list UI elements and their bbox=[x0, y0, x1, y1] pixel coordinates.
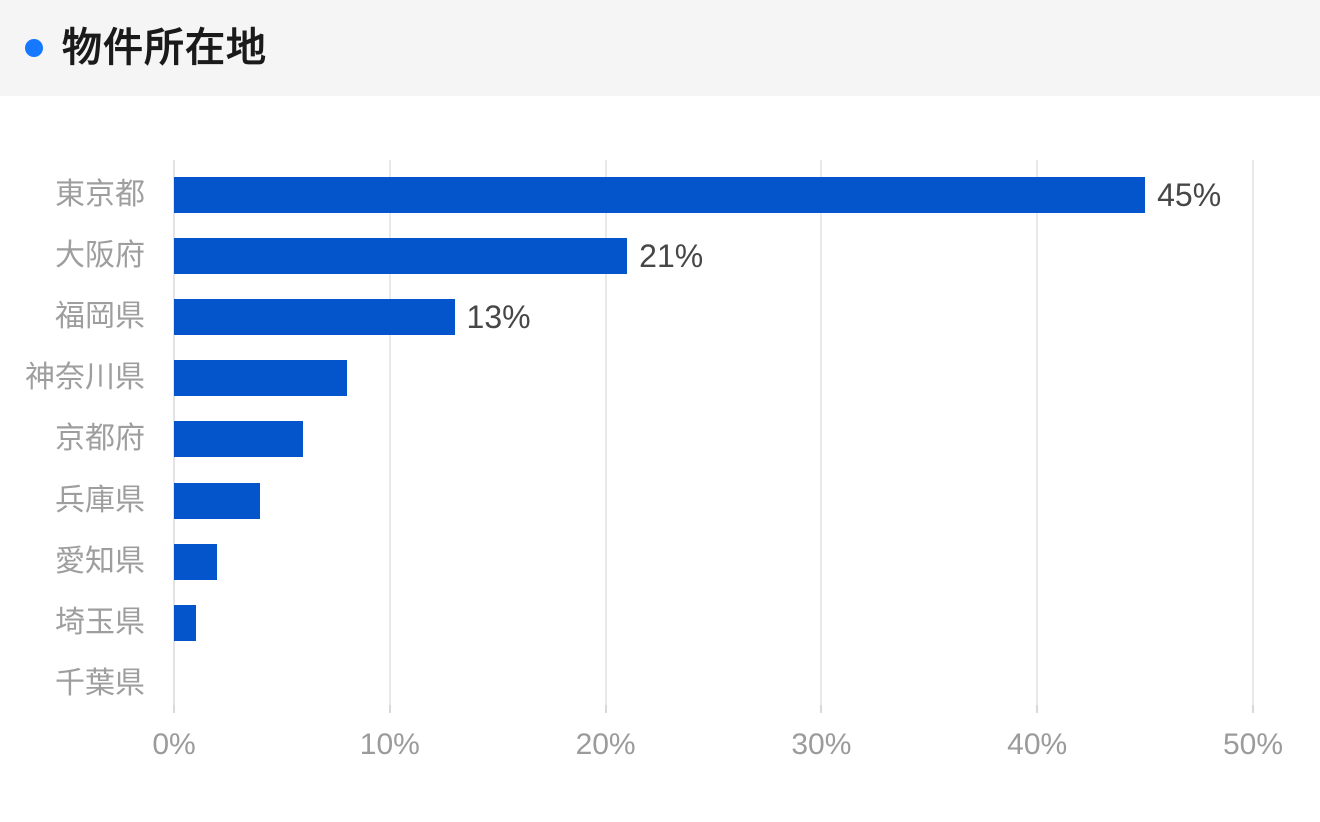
gridline bbox=[820, 160, 823, 705]
bullet-icon bbox=[25, 39, 43, 57]
x-axis-tick-label: 40% bbox=[1007, 728, 1068, 761]
y-axis-category-label: 東京都 bbox=[55, 177, 145, 211]
gridline bbox=[1036, 160, 1039, 705]
y-axis-category-label: 神奈川県 bbox=[25, 361, 145, 395]
x-axis-tick-label: 10% bbox=[359, 728, 420, 761]
x-axis-tick bbox=[173, 705, 175, 713]
x-axis-tick-label: 20% bbox=[575, 728, 636, 761]
x-axis-tick-label: 0% bbox=[152, 728, 196, 761]
gridline bbox=[1252, 160, 1254, 705]
bar-value-label: 13% bbox=[466, 299, 531, 335]
bar[interactable] bbox=[174, 543, 218, 580]
chart-title: 物件所在地 bbox=[62, 26, 267, 70]
y-axis-category-label: 埼玉県 bbox=[55, 606, 145, 639]
chart-header: 物件所在地 bbox=[0, 0, 1320, 96]
y-axis-category-label: 千葉県 bbox=[55, 667, 145, 701]
y-axis-category-label: 福岡県 bbox=[55, 300, 145, 333]
x-axis-tick bbox=[1036, 705, 1039, 713]
x-axis-tick bbox=[1252, 705, 1254, 713]
bar-value-label: 45% bbox=[1157, 176, 1222, 213]
gridline bbox=[388, 160, 391, 705]
y-axis-category-label: 愛知県 bbox=[55, 544, 145, 578]
y-axis-category-label: 京都府 bbox=[55, 422, 145, 456]
y-axis-category-label: 大阪府 bbox=[55, 238, 145, 272]
bar[interactable] bbox=[174, 237, 628, 274]
bar[interactable] bbox=[174, 482, 261, 519]
y-axis-category-label: 兵庫県 bbox=[55, 483, 145, 517]
x-axis-tick-label: 30% bbox=[791, 728, 852, 761]
x-axis-tick bbox=[388, 705, 391, 713]
bar[interactable] bbox=[174, 605, 196, 641]
bar-value-label: 21% bbox=[639, 237, 704, 274]
x-axis-tick-label: 50% bbox=[1222, 728, 1284, 761]
x-axis-tick bbox=[604, 705, 607, 713]
bar[interactable] bbox=[174, 299, 455, 335]
bar[interactable] bbox=[174, 421, 304, 458]
gridline bbox=[604, 160, 607, 705]
bar[interactable] bbox=[174, 360, 347, 397]
bar[interactable] bbox=[174, 176, 1146, 213]
x-axis-tick bbox=[820, 705, 823, 713]
